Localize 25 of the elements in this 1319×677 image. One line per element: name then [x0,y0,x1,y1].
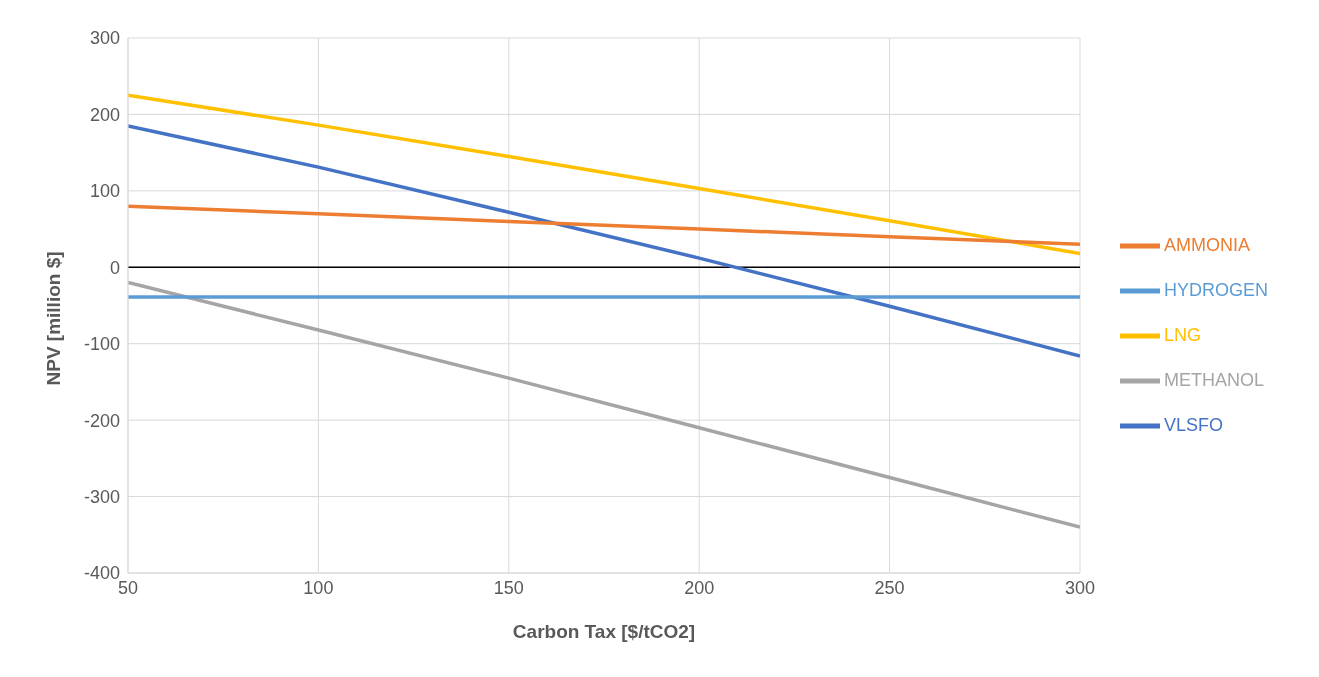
y-tick-label: -300 [83,486,120,507]
line-series [128,280,1080,529]
y-tick-label: 100 [89,181,120,202]
legend-label: VLSFO [1163,415,1224,435]
line-series [128,204,1080,247]
x-tick-label: 250 [874,577,905,598]
legend-label: HYDROGEN [1163,280,1268,300]
legend-label: LNG [1163,325,1201,345]
x-tick-label: 150 [493,577,524,598]
line-series [128,93,1080,256]
x-tick-label: 200 [684,577,715,598]
x-tick-label: 300 [1064,577,1096,598]
line-series [128,124,1080,358]
legend-label: METHANOL [1163,370,1264,390]
x-tick-label: 100 [303,577,334,598]
y-tick-label: 200 [89,104,120,125]
y-axis-title: NPV [million $] [42,251,64,386]
legend-label: AMMONIA [1163,235,1250,255]
y-tick-label: 0 [109,257,120,278]
y-tick-label: -400 [83,563,120,584]
x-axis-title: Carbon Tax [$/tCO2] [512,621,696,642]
y-tick-label: 300 [89,28,120,49]
y-tick-label: -200 [83,410,120,431]
x-tick-label: 50 [117,577,139,598]
y-tick-label: -100 [83,334,120,355]
